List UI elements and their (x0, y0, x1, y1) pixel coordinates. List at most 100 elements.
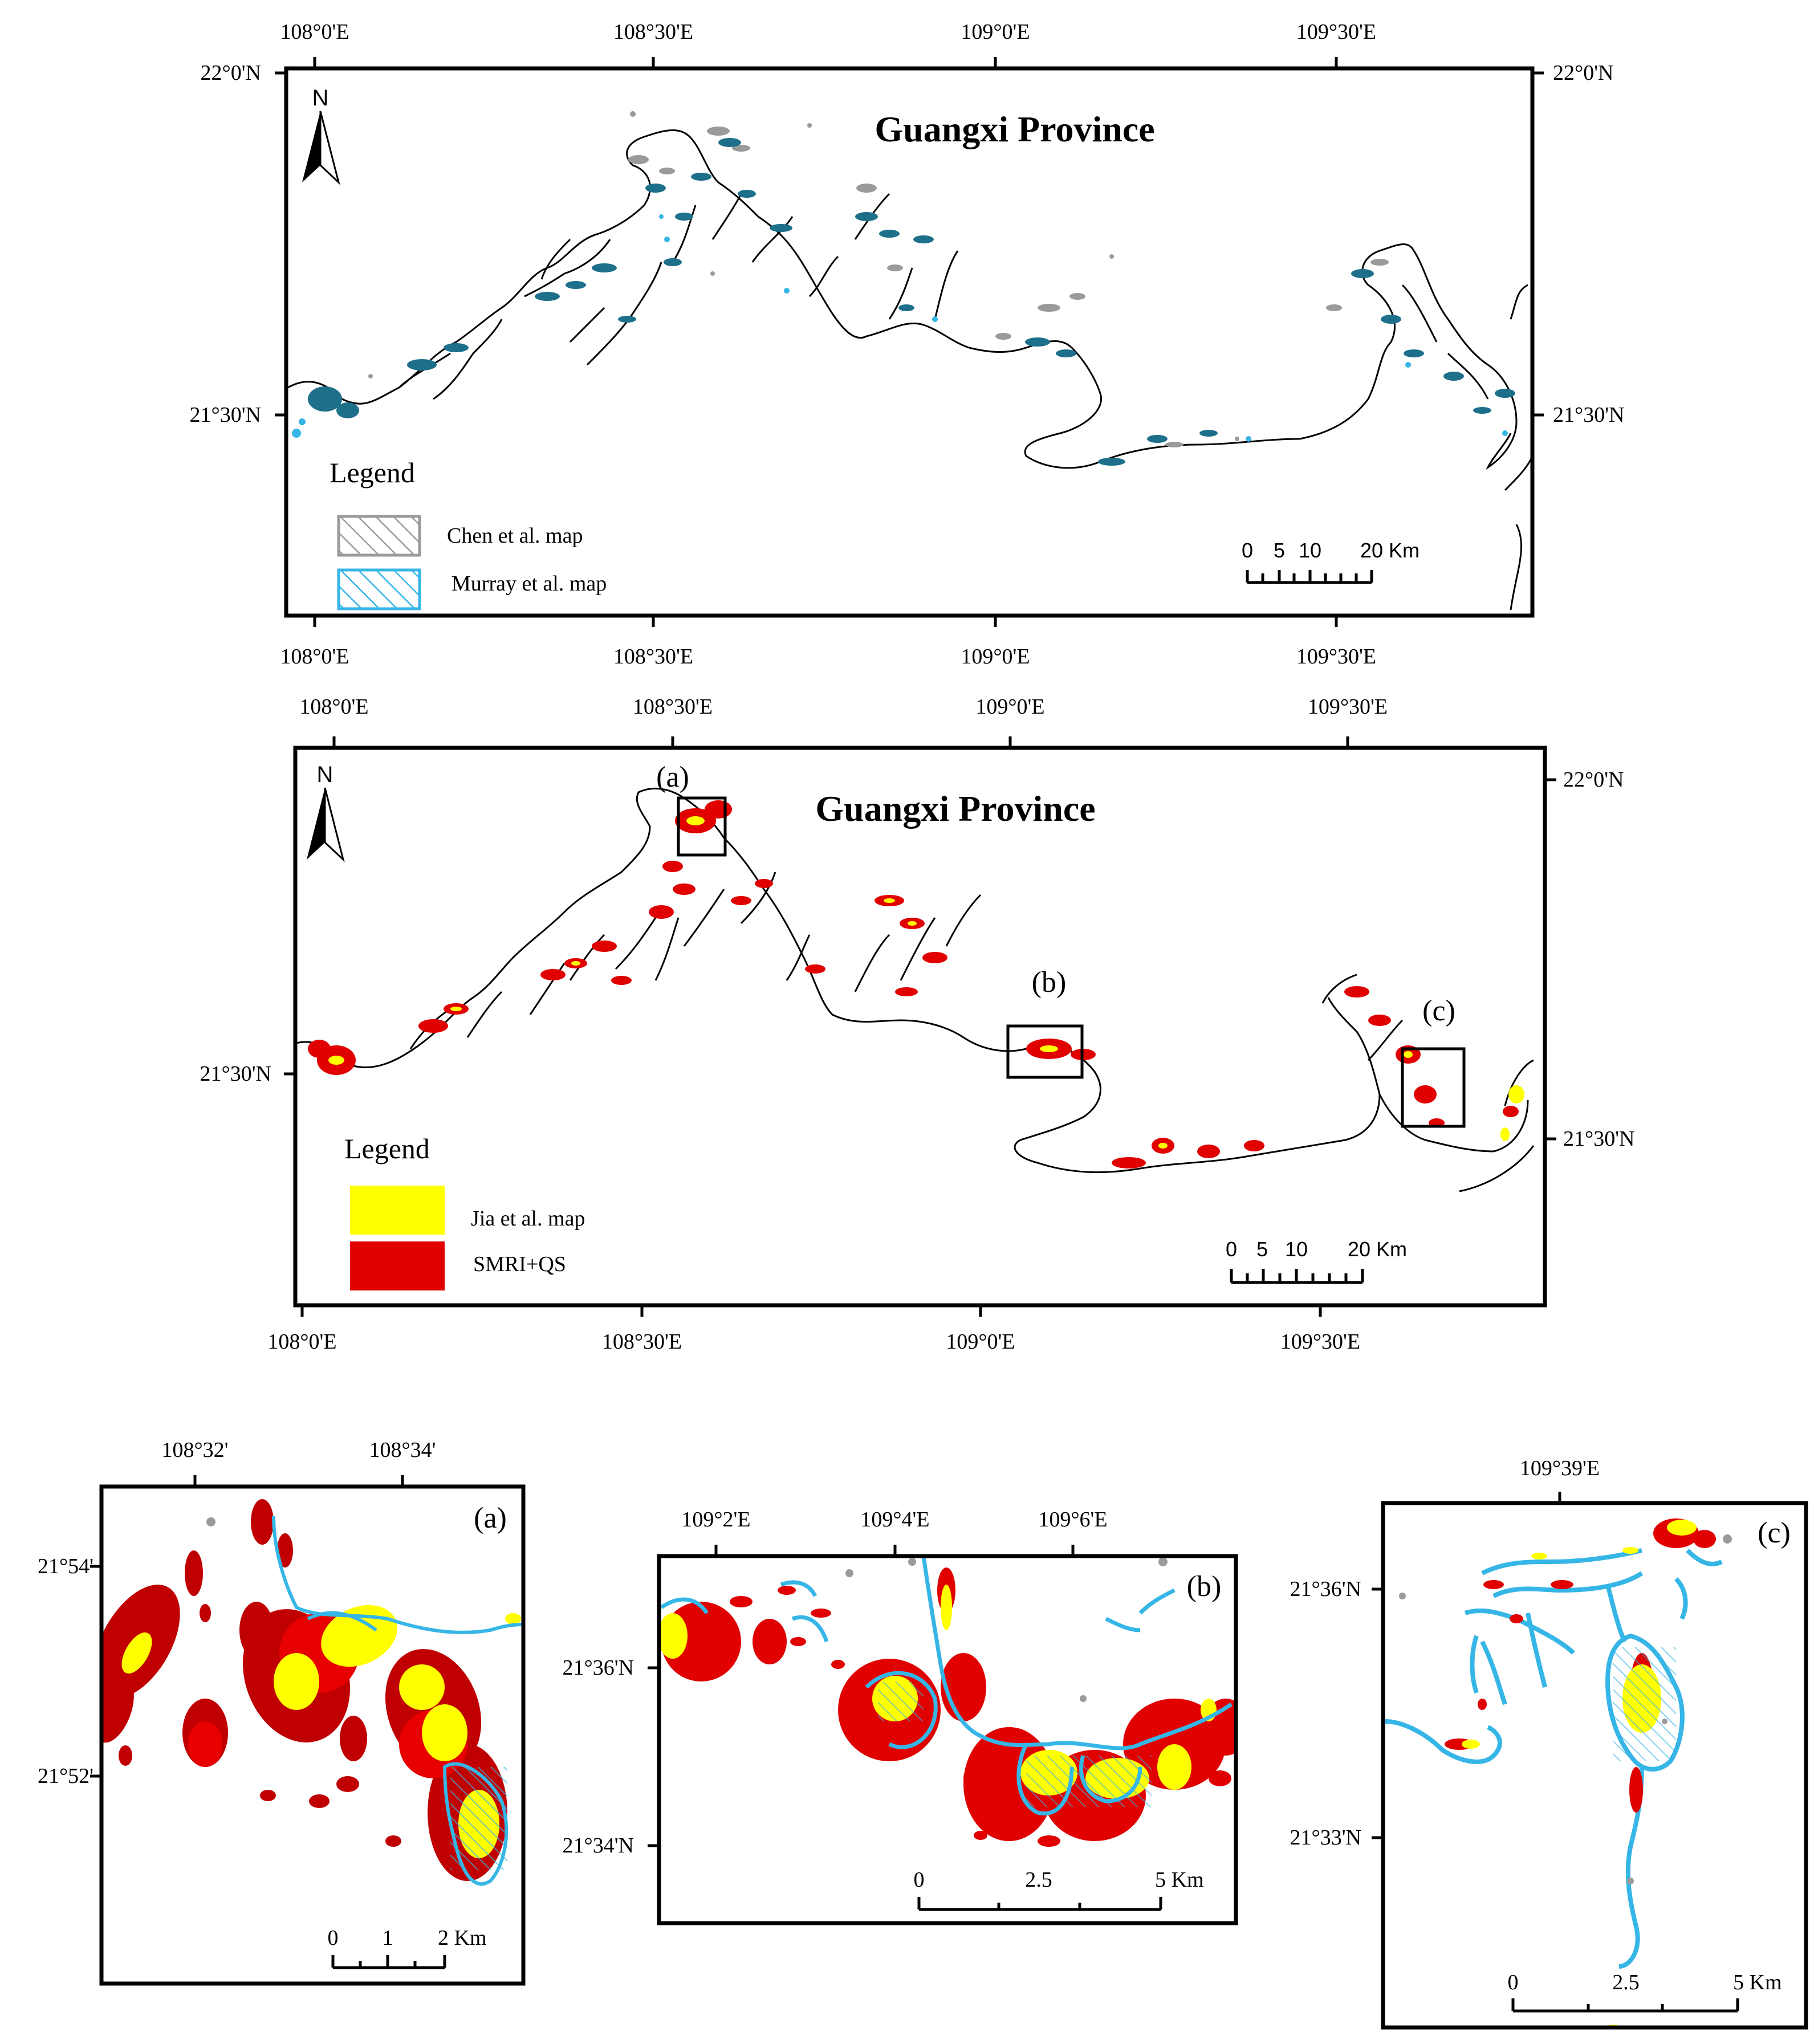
top-map-top-tick-3: 109°0'E (961, 20, 1030, 44)
zoom-box-a-label: (a) (656, 761, 689, 793)
top-map-bottom-tick-2: 108°30'E (613, 645, 693, 669)
middle-map-legend-item-jia: Jia et al. map (471, 1207, 585, 1231)
inset-a-left-tick-1: 21°54' (38, 1554, 93, 1578)
middle-map-bottom-tick-4: 109°30'E (1280, 1330, 1360, 1354)
inset-c-scale-label-5: 5 Km (1733, 1970, 1782, 1994)
inset-b-left-tick-2: 21°34'N (563, 1834, 635, 1858)
inset-a-scale-bar: 0 1 2 Km (328, 1926, 487, 1969)
middle-map-frame (293, 746, 1547, 1308)
top-map-bottom-tick-3: 109°0'E (961, 645, 1030, 669)
top-map-legend-item-chen: Chen et al. map (447, 524, 583, 548)
inset-c-left-tick-2: 21°33'N (1290, 1826, 1362, 1850)
top-map-scale-label-0: 0 (1242, 539, 1253, 562)
middle-map-top-tick-1: 108°0'E (299, 695, 368, 719)
inset-a-scale-label-0: 0 (328, 1926, 339, 1950)
top-map-scale-label-5: 5 (1274, 539, 1285, 562)
north-arrow-left-icon (302, 111, 320, 182)
middle-map-north-arrow: N (307, 762, 345, 862)
top-map-left-tick-1: 22°0'N (201, 61, 262, 85)
middle-map-legend-title: Legend (344, 1133, 430, 1164)
inset-c-scale-label-0: 0 (1508, 1970, 1519, 1994)
inset-b-mangroves (659, 1556, 1236, 1847)
top-map-right-tick-1: 22°0'N (1553, 61, 1614, 85)
middle-map-top-tick-2: 108°30'E (633, 695, 713, 719)
inset-b-frame (657, 1554, 1238, 1925)
inset-c: 109°39'E 21°36'N 21°33'N (1290, 1456, 1808, 2030)
middle-map-bottom-tick-2: 108°30'E (602, 1330, 682, 1354)
inset-a-top-tick-2: 108°34' (369, 1438, 436, 1462)
inset-b-top-tick-1: 109°2'E (681, 1508, 750, 1532)
top-map-scale-label-20: 20 Km (1360, 539, 1420, 562)
top-map-murray-light (292, 214, 1508, 442)
inset-b-top-tick-2: 109°4'E (860, 1508, 929, 1532)
zoom-box-c-label: (c) (1422, 995, 1455, 1027)
inset-a-mangroves (101, 1499, 523, 1886)
top-map-murray-mangroves (308, 138, 1515, 466)
inset-a-frame (99, 1484, 526, 1986)
middle-map: 108°0'E 108°30'E 109°0'E 109°30'E 108°0'… (200, 695, 1635, 1354)
top-map-legend-title: Legend (330, 457, 415, 488)
top-map-frame (284, 66, 1535, 618)
inset-b-scale-bar: 0 2.5 5 Km (914, 1868, 1204, 1911)
top-map-top-tick-1: 108°0'E (280, 20, 349, 44)
top-map-legend-item-murray: Murray et al. map (452, 572, 607, 596)
hatched-blue-swatch-icon (337, 568, 421, 610)
middle-map-right-tick-1: 22°0'N (1563, 768, 1624, 792)
middle-map-right-tick-2: 21°30'N (1563, 1127, 1635, 1151)
middle-map-coastline (296, 787, 1535, 1192)
top-map-title: Guangxi Province (875, 109, 1154, 149)
middle-map-zoom-boxes (677, 796, 1466, 1128)
inset-c-mangroves (1385, 1518, 1732, 2027)
middle-map-bay-lines (409, 872, 1404, 1061)
middle-map-bottom-tick-3: 109°0'E (946, 1330, 1015, 1354)
middle-map-legend-item-smri: SMRI+QS (473, 1252, 566, 1276)
middle-map-top-tick-4: 109°30'E (1308, 695, 1388, 719)
inset-c-scale-label-2-5: 2.5 (1612, 1970, 1640, 1994)
top-map-scale-label-10: 10 (1299, 539, 1321, 562)
inset-c-label: (c) (1758, 1517, 1791, 1549)
middle-map-jia-mangroves (328, 816, 1524, 1149)
inset-a-label: (a) (474, 1502, 507, 1534)
top-map-coastline-group (287, 111, 1532, 610)
middle-map-scale-label-5: 5 (1256, 1237, 1268, 1261)
middle-map-scale-label-0: 0 (1226, 1237, 1237, 1261)
inset-b-scale-label-2-5: 2.5 (1025, 1868, 1052, 1892)
middle-map-scale-label-10: 10 (1285, 1237, 1308, 1261)
inset-c-scale-bar: 0 2.5 5 Km (1508, 1970, 1782, 2013)
inset-c-frame (1381, 1501, 1808, 2030)
hatched-gray-swatch-icon (337, 515, 421, 557)
zoom-box-a (677, 796, 727, 857)
inset-b-scale-label-0: 0 (914, 1868, 925, 1892)
middle-map-title: Guangxi Province (815, 788, 1095, 829)
top-map-chen-mangroves (368, 111, 1389, 447)
top-map-legend: Legend Chen et al. map Murray et al. map (330, 457, 607, 610)
top-map: 108°0'E 108°30'E 109°0'E 109°30'E 108°0'… (190, 20, 1625, 669)
top-map-north-arrow: N (302, 85, 340, 185)
inset-b-scale-label-5: 5 Km (1155, 1868, 1204, 1892)
inset-c-top-tick-1: 109°39'E (1520, 1456, 1600, 1480)
top-map-bay-lines (398, 193, 1489, 400)
middle-map-left-tick-1: 21°30'N (200, 1062, 272, 1086)
zoom-box-b (1006, 1024, 1084, 1079)
yellow-swatch-icon (350, 1186, 445, 1235)
middle-map-scale-label-20: 20 Km (1348, 1237, 1407, 1261)
north-arrow-right-icon (324, 787, 345, 862)
zoom-box-c (1401, 1047, 1466, 1128)
inset-c-left-tick-1: 21°36'N (1290, 1577, 1362, 1601)
top-map-left-tick-2: 21°30'N (190, 403, 262, 427)
red-swatch-icon (350, 1241, 445, 1290)
middle-map-bottom-tick-1: 108°0'E (267, 1330, 336, 1354)
top-map-scale-bar: 0 5 10 20 Km (1242, 539, 1420, 584)
top-map-right-tick-2: 21°30'N (1553, 403, 1625, 427)
inset-b-left-tick-1: 21°36'N (563, 1656, 635, 1680)
middle-map-legend: Legend Jia et al. map SMRI+QS (344, 1133, 585, 1290)
inset-a: 108°32' 108°34' 21°54' 21°52' (38, 1438, 526, 1986)
top-map-top-tick-2: 108°30'E (613, 20, 693, 44)
north-arrow-left-icon (307, 788, 325, 860)
top-map-bottom-tick-1: 108°0'E (280, 645, 349, 669)
inset-b-label: (b) (1187, 1570, 1222, 1603)
inset-a-scale-label-2: 2 Km (438, 1926, 487, 1950)
north-arrow-right-icon (319, 111, 340, 185)
zoom-box-b-label: (b) (1032, 966, 1067, 999)
